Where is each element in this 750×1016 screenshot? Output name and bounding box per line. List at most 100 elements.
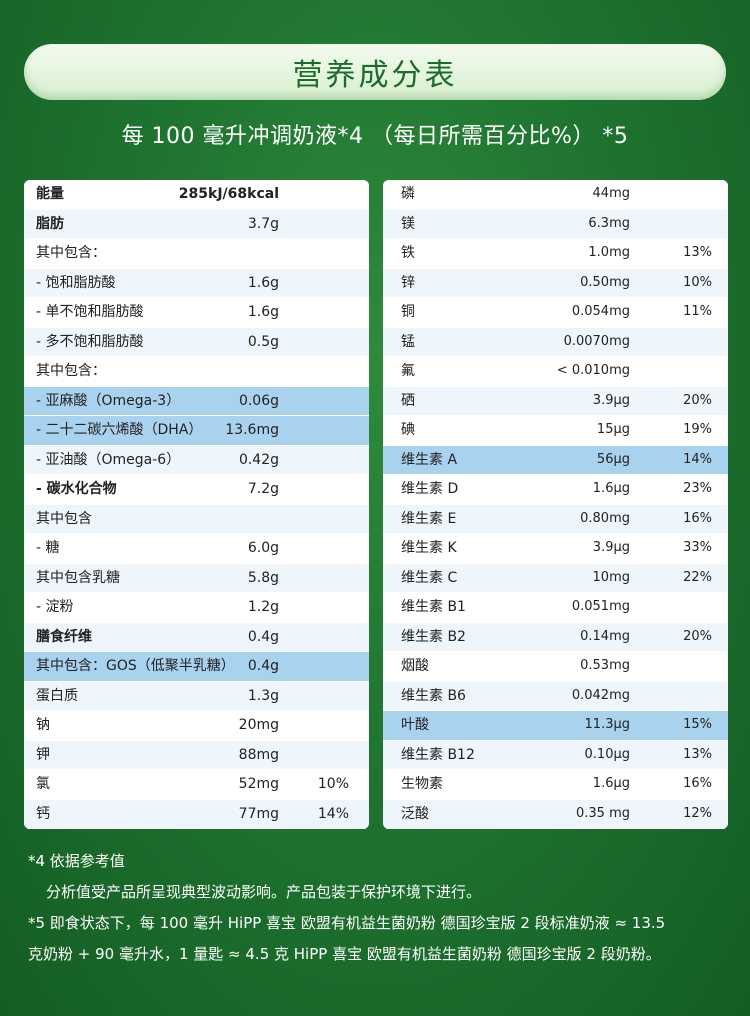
nutrient-name: - 多不饱和脂肪酸 — [36, 333, 144, 350]
nutrient-amount: 0.10μg — [584, 746, 630, 762]
nutrient-amount: 52mg — [238, 776, 279, 792]
table-row: 钙 77mg 14% — [24, 799, 369, 829]
table-row: 维生素 C 10mg 22% — [383, 563, 728, 593]
nutrient-amount: 56μg — [596, 451, 630, 467]
table-row: 其中包含： — [24, 357, 369, 387]
nutrient-amount: 1.2g — [247, 599, 279, 615]
table-row: - 淀粉 1.2g — [24, 593, 369, 623]
daily-percent: 16% — [683, 510, 712, 526]
nutrient-name: 生物素 — [401, 776, 443, 792]
footnote-4-title: *4 依据参考值 — [28, 852, 125, 870]
nutrient-name: 维生素 B6 — [401, 687, 466, 704]
nutrient-name: 氟 — [401, 363, 415, 379]
table-row: 铜 0.054mg 11% — [383, 298, 728, 328]
nutrient-name: 钾 — [36, 746, 50, 763]
nutrient-name: 维生素 A — [401, 451, 458, 468]
nutrient-name: 镁 — [401, 215, 415, 232]
daily-percent: 10% — [683, 274, 712, 290]
nutrient-name: 维生素 K — [401, 540, 457, 556]
table-row: 能量 285kJ/68kcal — [24, 180, 369, 210]
nutrient-name: 蛋白质 — [36, 687, 78, 704]
nutrient-name: 烟酸 — [401, 658, 429, 674]
nutrient-name: - 亚油酸（Omega-6） — [36, 451, 181, 468]
nutrient-name: - 二十二碳六烯酸（DHA） — [36, 422, 203, 438]
nutrient-name: 维生素 B1 — [401, 599, 466, 615]
nutrient-name: 能量 — [36, 186, 64, 202]
table-row: 其中包含乳糖 5.8g — [24, 563, 369, 593]
nutrient-name: - 亚麻酸（Omega-3） — [36, 392, 181, 409]
nutrient-name: 铁 — [401, 245, 415, 261]
nutrient-amount: 44mg — [592, 186, 630, 201]
table-row: 维生素 B12 0.10μg 13% — [383, 740, 728, 770]
nutrient-name: 脂肪 — [36, 215, 64, 232]
nutrient-name: 维生素 C — [401, 569, 458, 586]
nutrient-amount: < 0.010mg — [556, 363, 630, 378]
table-row: 维生素 D 1.6μg 23% — [383, 475, 728, 505]
table-row: 脂肪 3.7g — [24, 209, 369, 239]
nutrient-name: 硒 — [401, 392, 415, 409]
nutrient-name: 碘 — [401, 422, 415, 438]
nutrient-amount: 0.35 mg — [576, 805, 630, 821]
daily-percent: 20% — [683, 392, 712, 408]
nutrient-amount: 3.9μg — [592, 392, 630, 408]
nutrient-amount: 0.42g — [238, 451, 279, 468]
table-row: 膳食纤维 0.4g — [24, 622, 369, 652]
nutrition-table-left: 能量 285kJ/68kcal 脂肪 3.7g 其中包含： - 饱和脂肪酸 1.6g - 单不… — [24, 180, 369, 829]
nutrition-table-right: 磷 44mg 镁 6.3mg 铁 1.0mg 13% 锌 0.50mg 10% 铜 0.054mg 11… — [383, 180, 728, 829]
table-row: 维生素 B1 0.051mg — [383, 593, 728, 623]
nutrient-amount: 0.53mg — [580, 658, 630, 673]
nutrient-name: - 糖 — [36, 540, 60, 556]
nutrient-name: 锌 — [401, 274, 415, 291]
table-row: - 单不饱和脂肪酸 1.6g — [24, 298, 369, 328]
nutrient-amount: 1.6g — [247, 274, 279, 291]
subtitle: 每 100 毫升冲调奶液*4 （每日所需百分比%） *5 — [121, 124, 629, 149]
daily-percent: 10% — [317, 776, 349, 792]
table-row: - 亚油酸（Omega-6） 0.42g — [24, 445, 369, 475]
table-row: 锰 0.0070mg — [383, 327, 728, 357]
nutrient-amount: 6.3mg — [588, 215, 630, 231]
nutrient-amount: 285kJ/68kcal — [178, 186, 279, 202]
footnote-4-body: 分析值受产品所呈现典型波动影响。产品包装于保护环境下进行。 — [46, 883, 482, 901]
nutrient-amount: 6.0g — [247, 540, 279, 556]
nutrient-amount: 10mg — [592, 569, 630, 585]
nutrient-name: 其中包含： — [36, 363, 106, 379]
nutrient-name: 磷 — [401, 186, 415, 202]
daily-percent: 33% — [683, 540, 712, 555]
nutrient-amount: 0.054mg — [571, 304, 630, 319]
nutrient-amount: 1.6μg — [592, 776, 630, 791]
nutrient-name: 钙 — [36, 805, 50, 822]
nutrient-amount: 1.6g — [247, 304, 279, 320]
nutrient-name: 铜 — [401, 304, 415, 320]
footnotes: *4 依据参考值 分析值受产品所呈现典型波动影响。产品包装于保护环境下进行。 *… — [28, 846, 728, 970]
table-row: 锌 0.50mg 10% — [383, 268, 728, 298]
nutrient-amount: 77mg — [238, 805, 279, 822]
daily-percent: 12% — [683, 805, 712, 821]
nutrient-amount: 1.3g — [247, 687, 279, 704]
table-row: - 多不饱和脂肪酸 0.5g — [24, 327, 369, 357]
daily-percent: 11% — [683, 304, 712, 319]
daily-percent: 23% — [683, 481, 712, 496]
nutrient-name: 维生素 D — [401, 481, 459, 497]
table-row: 蛋白质 1.3g — [24, 681, 369, 711]
nutrient-amount: 0.042mg — [571, 687, 630, 703]
page-title: 营养成分表 — [24, 44, 726, 100]
nutrient-name: 其中包含：GOS（低聚半乳糖） — [36, 658, 235, 674]
table-row: 维生素 B2 0.14mg 20% — [383, 622, 728, 652]
nutrient-amount: 1.0mg — [588, 245, 630, 260]
table-row: - 二十二碳六烯酸（DHA） 13.6mg — [24, 416, 369, 446]
daily-percent: 16% — [683, 776, 712, 791]
footnote-5-line1: *5 即食状态下，每 100 毫升 HiPP 喜宝 欧盟有机益生菌奶粉 德国珍宝… — [28, 914, 666, 932]
table-row: 维生素 E 0.80mg 16% — [383, 504, 728, 534]
daily-percent: 20% — [683, 628, 712, 644]
nutrient-name: 膳食纤维 — [36, 628, 92, 645]
table-row: 硒 3.9μg 20% — [383, 386, 728, 416]
nutrient-amount: 7.2g — [247, 481, 279, 497]
daily-percent: 13% — [683, 245, 712, 260]
table-row: 叶酸 11.3μg 15% — [383, 711, 728, 741]
nutrient-name: 其中包含： — [36, 245, 106, 261]
nutrient-amount: 0.06g — [238, 392, 279, 409]
nutrient-name: 叶酸 — [401, 717, 429, 733]
nutrient-name: - 饱和脂肪酸 — [36, 274, 116, 291]
table-row: - 糖 6.0g — [24, 534, 369, 564]
nutrient-name: 锰 — [401, 333, 415, 350]
